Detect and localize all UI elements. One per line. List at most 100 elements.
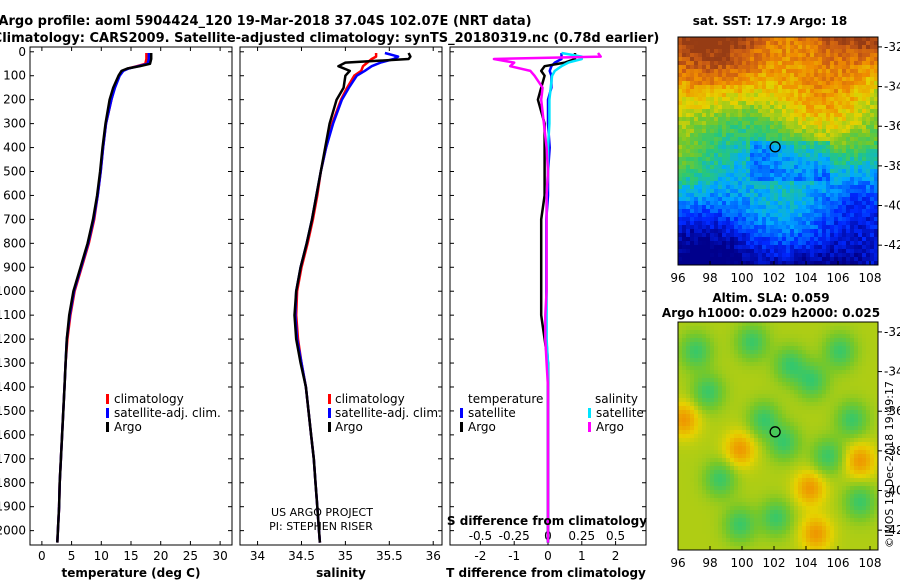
x-tick-label: -2 (474, 549, 486, 563)
map-x-tick-label: 100 (731, 556, 754, 570)
depth-tick-label: 1200 (0, 332, 26, 346)
imos-credit: ©IMOS 19-Dec-2018 19:49:17 (883, 381, 896, 548)
depth-tick-label: 100 (3, 69, 26, 83)
x-tick-label: 34.5 (288, 549, 315, 563)
x-tick-label: 34 (250, 549, 265, 563)
legend-label-s-satellite: satellite (596, 406, 644, 420)
salinity-xlabel: salinity (316, 566, 366, 580)
map-y-tick-label: -38 (884, 159, 900, 173)
depth-tick-label: 800 (3, 236, 26, 250)
series-line-argo (56, 53, 153, 543)
depth-tick-label: 1900 (0, 500, 26, 514)
series-line-climatology (56, 53, 148, 543)
depth-tick-label: 400 (3, 141, 26, 155)
depth-tick-label: 500 (3, 165, 26, 179)
depth-tick-label: 1600 (0, 428, 26, 442)
depth-tick-label: 0 (18, 45, 26, 59)
x-tick-label: 25 (183, 549, 198, 563)
series-line-satellite-adj-clim- (294, 51, 400, 543)
map-x-tick-label: 104 (795, 271, 818, 285)
series-line-s-argo (492, 52, 602, 543)
sla-map-subtitle: Argo h1000: 0.029 h2000: 0.025 (662, 306, 880, 320)
series-line-s-satellite (545, 51, 584, 543)
difference-legend: temperature satellite Argo salinity sate… (460, 392, 644, 434)
map-x-tick-label: 104 (795, 556, 818, 570)
sla-map-frame (677, 321, 879, 551)
legend-swatch-t-satellite (460, 408, 463, 418)
map-y-tick-label: -36 (884, 404, 900, 418)
legend-swatch-t-argo (460, 422, 463, 432)
sst-map-frame (677, 36, 879, 266)
x-tick-label: 35.5 (376, 549, 403, 563)
x-tick-label: 0 (38, 549, 46, 563)
difference-top-xlabel: S difference from climatology (447, 514, 647, 528)
map-x-tick-label: 98 (702, 271, 717, 285)
map-y-tick-label: -32 (884, 325, 900, 339)
sst-map-title: sat. SST: 17.9 Argo: 18 (693, 14, 847, 28)
depth-tick-label: 700 (3, 212, 26, 226)
legend-label-argo: Argo (335, 420, 363, 434)
legend-swatch-satellite (328, 408, 331, 418)
legend-label-climatology: climatology (114, 392, 184, 406)
legend-swatch-argo (106, 422, 109, 432)
legend-swatch-s-satellite (588, 408, 591, 418)
figure-title-line-2: Climatology: CARS2009. Satellite-adjuste… (0, 31, 659, 46)
temperature-xlabel: temperature (deg C) (62, 566, 201, 580)
map-y-tick-label: -32 (884, 40, 900, 54)
x-tick-label: 15 (123, 549, 138, 563)
x-tick-label: 36 (426, 549, 441, 563)
sla-map-title: Altim. SLA: 0.059 (712, 291, 829, 305)
depth-tick-label: 1300 (0, 356, 26, 370)
depth-tick-label: 600 (3, 188, 26, 202)
map-y-tick-label: -34 (884, 365, 900, 379)
depth-tick-label: 1800 (0, 476, 26, 490)
difference-plot: -2 -1 0 1 2-0.5 -0.25 0 0.25 0.5 (469, 51, 625, 563)
legend-title-salinity: salinity (595, 392, 638, 406)
depth-tick-label: 200 (3, 93, 26, 107)
map-x-tick-label: 102 (763, 556, 786, 570)
map-x-tick-label: 100 (731, 271, 754, 285)
x-tick-label: 35 (338, 549, 353, 563)
series-line-climatology (294, 53, 378, 543)
series-line-argo (293, 52, 412, 543)
legend-swatch-climatology (106, 394, 109, 404)
depth-tick-label: 1700 (0, 452, 26, 466)
salinity-legend: climatology satellite-adj. clim. Argo (328, 392, 442, 434)
legend-title-temperature: temperature (468, 392, 543, 406)
map-y-tick-label: -34 (884, 80, 900, 94)
x-tick-label: 5 (68, 549, 76, 563)
difference-xlabel: T difference from climatology (446, 566, 646, 580)
x-tick-label: 10 (94, 549, 109, 563)
x-tick-label: -1 (508, 549, 520, 563)
depth-tick-label: 900 (3, 260, 26, 274)
map-x-tick-label: 98 (702, 556, 717, 570)
map-x-tick-label: 96 (670, 271, 685, 285)
legend-label-satellite: satellite-adj. clim. (335, 406, 442, 420)
legend-label-t-satellite: satellite (468, 406, 516, 420)
depth-tick-label: 1000 (0, 284, 26, 298)
temperature-plot: 0 5 10 15 20 25 30 (38, 47, 228, 563)
map-y-tick-label: -40 (884, 199, 900, 213)
sst-map: 96 98 100 102 104 106 108 -32 -34 -36 -38 -40 -42 (670, 37, 900, 285)
map-x-tick-label: 106 (827, 271, 850, 285)
x-tick-label: 20 (153, 549, 168, 563)
map-x-tick-label: 108 (859, 271, 882, 285)
depth-tick-label: 1500 (0, 404, 26, 418)
legend-label-satellite: satellite-adj. clim. (114, 406, 221, 420)
map-y-tick-label: -38 (884, 444, 900, 458)
temperature-legend: climatology satellite-adj. clim. Argo (106, 392, 221, 434)
salinity-panel (239, 46, 443, 546)
x-tick-label: 2 (612, 549, 620, 563)
legend-swatch-climatology (328, 394, 331, 404)
sla-map: 96 98 100 102 104 106 108 -32 -34 -36 -38 -40 -42 (670, 322, 900, 570)
top-x-tick-label: -0.5 (469, 529, 492, 543)
project-annotation: US ARGO PROJECT (271, 506, 373, 519)
legend-swatch-s-argo (588, 422, 591, 432)
legend-label-s-argo: Argo (596, 420, 624, 434)
top-x-tick-label: 0.5 (606, 529, 625, 543)
depth-tick-label: 2000 (0, 524, 26, 538)
depth-tick-label: 300 (3, 117, 26, 131)
x-tick-label: 0 (544, 549, 552, 563)
legend-swatch-satellite (106, 408, 109, 418)
depth-tick-label: 1400 (0, 380, 26, 394)
